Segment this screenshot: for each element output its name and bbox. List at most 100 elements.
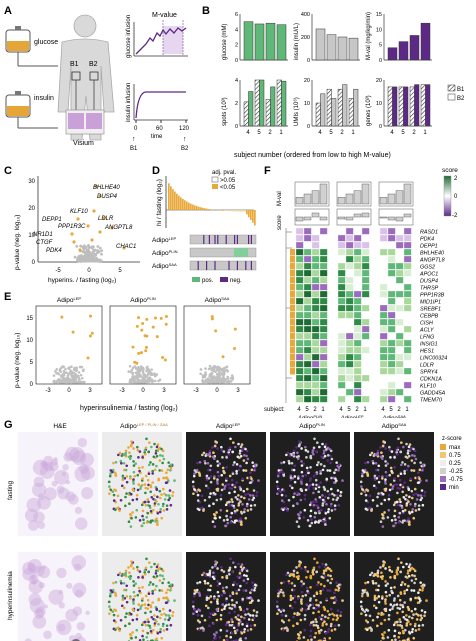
d-track-neg — [245, 261, 247, 270]
g-spot — [246, 577, 250, 581]
c-point — [80, 259, 84, 263]
g-spot — [321, 622, 325, 625]
g-spot — [113, 471, 117, 474]
g-spot — [309, 629, 313, 633]
g-spot — [171, 490, 175, 494]
f-heat-cell — [303, 304, 312, 312]
d-bar — [180, 197, 182, 210]
g-spot — [131, 600, 135, 603]
d-track — [189, 234, 257, 245]
g-legend-label: 0.25 — [449, 461, 461, 467]
g-spot — [373, 598, 377, 602]
g-spot — [300, 608, 303, 612]
g-spot — [144, 594, 148, 598]
g-spot — [376, 624, 379, 628]
g-spot — [387, 628, 391, 632]
b-subject-label: 1 — [279, 130, 283, 136]
f-heat-cell — [395, 283, 404, 291]
time-label: time — [151, 134, 163, 140]
g-spot — [245, 624, 249, 628]
c-point — [93, 254, 97, 258]
g-spot — [413, 504, 417, 508]
g-he-blob — [58, 602, 65, 609]
g-spot — [319, 481, 322, 484]
g-spot — [398, 478, 402, 482]
f-heat-cell — [403, 297, 412, 305]
g-spot — [298, 516, 301, 520]
g-spot — [323, 500, 326, 503]
g-spot — [381, 492, 385, 496]
g-spot — [318, 565, 321, 569]
f-heat-cell — [337, 269, 346, 277]
f-heat-cell — [337, 388, 346, 396]
g-spot — [215, 631, 218, 634]
g-spot — [312, 623, 316, 627]
g-spot — [309, 456, 312, 459]
gene-label: LDLR — [98, 216, 114, 222]
g-spot — [334, 468, 338, 472]
g-spot — [201, 506, 204, 509]
f-heat-cell — [295, 255, 304, 263]
g-spot — [134, 582, 138, 585]
b-bar — [387, 47, 398, 61]
g-spot — [292, 449, 296, 453]
g-spot — [417, 481, 420, 484]
g-spot — [249, 591, 252, 594]
f-score-label: score — [277, 215, 283, 230]
g-spot — [237, 624, 240, 627]
g-spot — [240, 443, 244, 446]
g-he-blob — [57, 487, 70, 500]
g-spot — [312, 446, 316, 450]
legend-b1: B1 — [457, 87, 465, 93]
g-spot — [398, 618, 402, 621]
g-spot — [234, 495, 238, 499]
d-bar — [246, 210, 248, 215]
c-point — [82, 255, 85, 259]
f-heat-cell — [379, 388, 388, 396]
g-spot — [108, 612, 111, 616]
g-spot — [407, 500, 410, 503]
g-spot — [300, 584, 304, 587]
b-bar-b1 — [254, 79, 260, 127]
g-spot — [116, 614, 120, 618]
g-spot — [220, 568, 224, 572]
f-heat-cell — [395, 360, 404, 368]
g-spot — [220, 593, 224, 597]
b-bar — [265, 22, 276, 61]
g-spot — [208, 573, 211, 576]
g-spot — [381, 564, 385, 568]
g-spot — [144, 446, 148, 450]
g-spot — [288, 574, 292, 577]
g-spot — [231, 472, 235, 476]
f-heat-cell — [395, 262, 404, 270]
g-spot — [317, 521, 320, 524]
e-point — [79, 373, 83, 377]
g-spot — [242, 579, 246, 582]
b-subject-label: 2 — [340, 130, 344, 136]
g-spot — [157, 503, 160, 506]
f-heat-cell — [303, 276, 312, 284]
g-spot — [107, 480, 111, 484]
g-spot — [388, 608, 392, 612]
g-spot — [298, 636, 301, 640]
g-spot — [319, 469, 322, 473]
f-heat-cell — [361, 262, 370, 270]
f-heat-cell — [311, 255, 320, 263]
g-spot — [319, 472, 322, 475]
f-heat-cell — [353, 241, 362, 249]
g-spot — [231, 483, 234, 487]
f-heat-cell — [337, 395, 346, 403]
b-bar-b2 — [320, 93, 326, 127]
g-spot — [231, 500, 234, 504]
f-sig-marker — [290, 361, 295, 368]
g-spot — [296, 512, 300, 516]
g-spot — [408, 523, 411, 526]
g-spot — [235, 592, 238, 595]
g-spot — [234, 445, 237, 449]
g-spot — [299, 511, 302, 514]
g-spot — [405, 624, 408, 627]
g-spot — [216, 567, 219, 570]
g-spot — [131, 480, 135, 483]
b-ytick: 0 — [307, 58, 310, 64]
d-bar — [200, 207, 202, 210]
